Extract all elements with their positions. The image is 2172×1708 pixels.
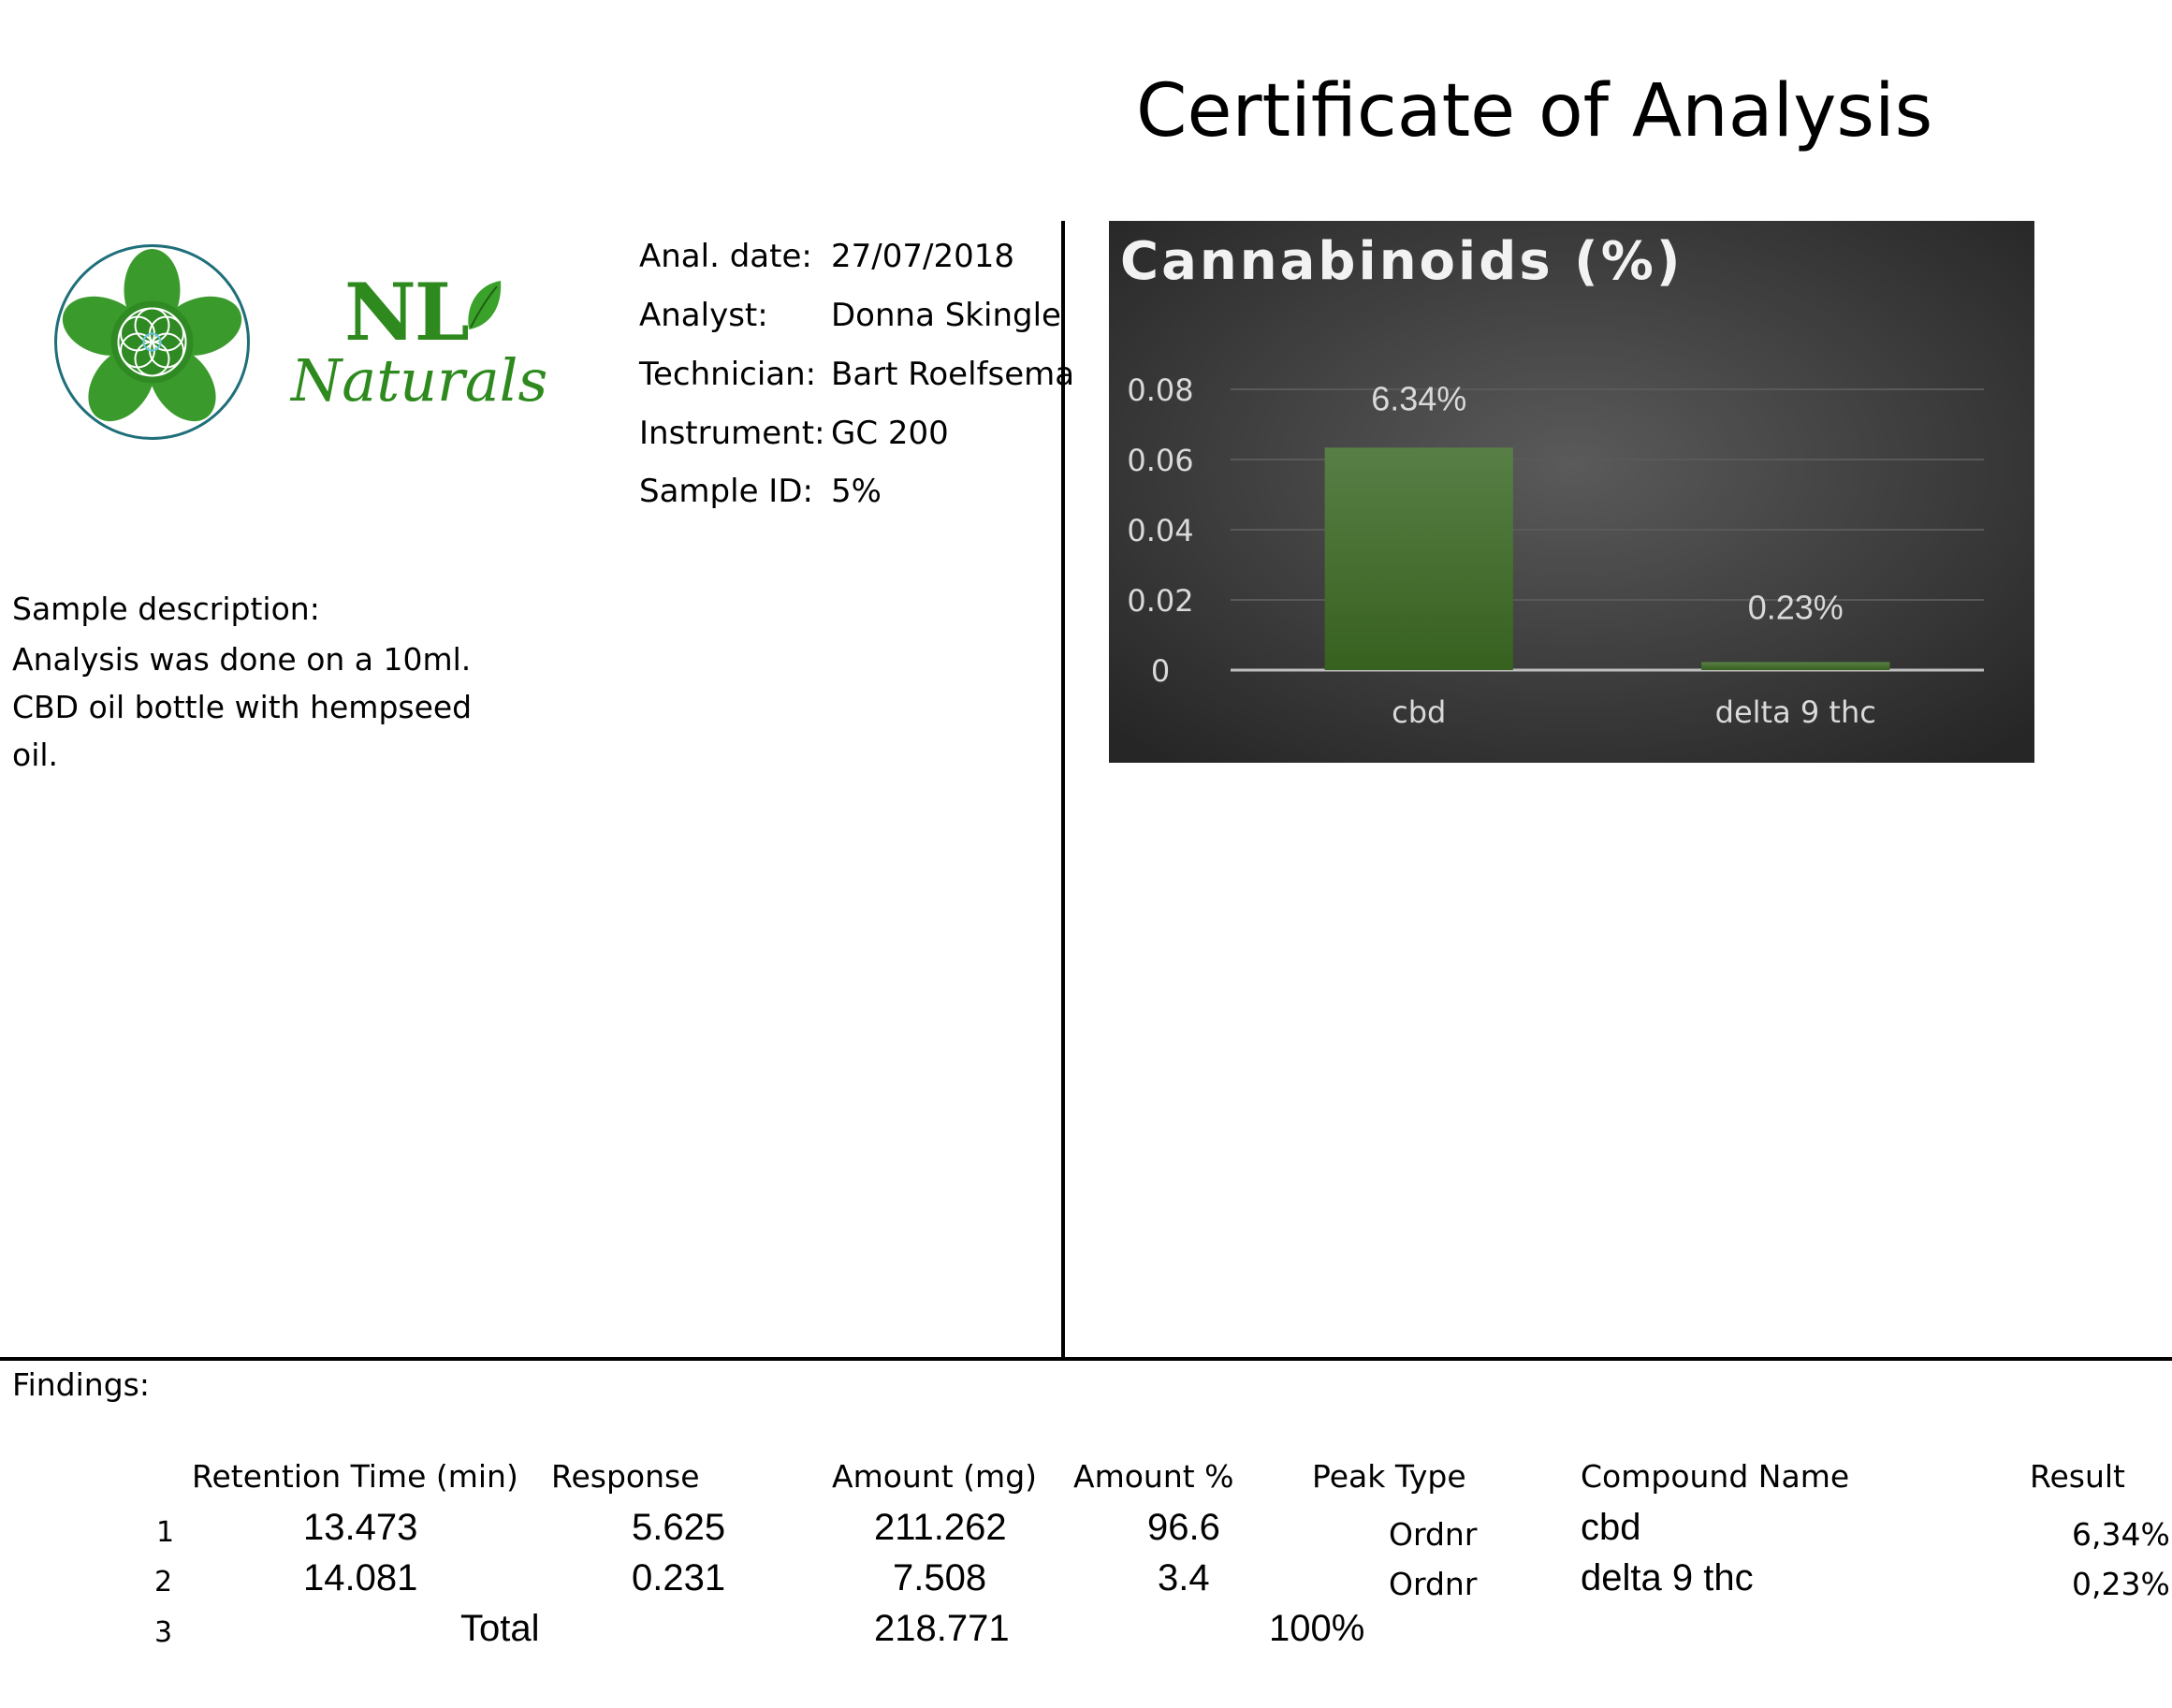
description-line: CBD oil bottle with hempseed	[12, 689, 473, 725]
bar-cbd	[1324, 447, 1513, 670]
header-compound-name: Compound Name	[1581, 1458, 1850, 1495]
total-label: Total	[460, 1608, 540, 1649]
y-tick-label: 0	[1151, 653, 1170, 689]
cell-amount-pct: 3.4	[1158, 1557, 1210, 1599]
cell-peak-type: Ordnr	[1389, 1516, 1478, 1553]
y-tick-label: 0.08	[1127, 372, 1193, 408]
cell-amount-mg: 7.508	[893, 1557, 987, 1599]
vertical-divider	[1061, 221, 1065, 1358]
cell-peak-type: Ordnr	[1389, 1566, 1478, 1602]
total-amount-pct: 100%	[1269, 1608, 1365, 1649]
meta-label-sample-id: Sample ID:	[639, 473, 813, 510]
data-label: 0.23%	[1748, 588, 1844, 626]
horizontal-divider	[0, 1357, 2172, 1361]
cell-result: 6,34%	[2072, 1516, 2170, 1553]
cell-amount-pct: 96.6	[1147, 1507, 1220, 1548]
cell-amount-mg: 211.262	[874, 1507, 1007, 1548]
cannabinoids-chart: Cannabinoids (%) 0 0.02 0.04 0.06 0.08 6.34% c…	[1109, 221, 2034, 763]
y-tick-label: 0.06	[1127, 443, 1193, 478]
header-amount-mg: Amount (mg)	[832, 1458, 1038, 1495]
meta-value-technician: Bart Roelfsema	[831, 356, 1075, 393]
header-retention-time: Retention Time (min)	[192, 1458, 518, 1495]
cell-retention-time: 14.081	[303, 1557, 418, 1599]
bar-delta-9-thc	[1701, 662, 1890, 670]
cell-result: 0,23%	[2072, 1566, 2170, 1602]
y-tick-label: 0.02	[1127, 583, 1193, 619]
description-heading: Sample description:	[12, 591, 320, 627]
findings-label: Findings:	[12, 1366, 150, 1403]
flower-of-life-icon	[54, 244, 250, 440]
header-peak-type: Peak Type	[1312, 1458, 1466, 1495]
meta-label-date: Anal. date:	[639, 238, 812, 275]
page-title: Certificate of Analysis	[1136, 69, 1933, 153]
meta-value-date: 27/07/2018	[831, 238, 1014, 275]
row-number: 3	[154, 1616, 173, 1649]
x-tick-label: cbd	[1392, 694, 1446, 730]
header-amount-pct: Amount %	[1073, 1458, 1234, 1495]
data-label: 6.34%	[1371, 379, 1466, 417]
meta-label-technician: Technician:	[639, 356, 817, 393]
leaf-icon	[468, 281, 502, 329]
meta-value-analyst: Donna Skingle	[831, 297, 1061, 334]
logo-nl: NL	[344, 266, 470, 358]
logo-naturals: Naturals	[291, 346, 548, 415]
x-tick-label: delta 9 thc	[1715, 694, 1876, 730]
logo: NL Naturals	[51, 241, 561, 447]
description-line: Analysis was done on a 10ml.	[12, 641, 472, 678]
sample-description: Sample description: Analysis was done on…	[12, 585, 480, 779]
meta-label-instrument: Instrument:	[639, 415, 825, 452]
y-tick-label: 0.04	[1127, 513, 1193, 548]
cell-response: 0.231	[632, 1557, 726, 1599]
meta-value-sample-id: 5%	[831, 473, 882, 510]
total-amount-mg: 218.771	[874, 1608, 1010, 1649]
cell-compound-name: cbd	[1581, 1507, 1641, 1548]
description-line: oil.	[12, 737, 59, 773]
header-response: Response	[551, 1458, 700, 1495]
row-number: 2	[154, 1566, 173, 1599]
chart-title: Cannabinoids (%)	[1120, 231, 1683, 292]
header-result: Result	[2030, 1458, 2125, 1495]
cell-retention-time: 13.473	[303, 1507, 418, 1548]
cell-compound-name: delta 9 thc	[1581, 1557, 1754, 1599]
chart-background	[1109, 221, 2034, 763]
meta-value-instrument: GC 200	[831, 415, 949, 452]
meta-label-analyst: Analyst:	[639, 297, 768, 334]
cell-response: 5.625	[632, 1507, 726, 1548]
row-number: 1	[156, 1516, 175, 1549]
